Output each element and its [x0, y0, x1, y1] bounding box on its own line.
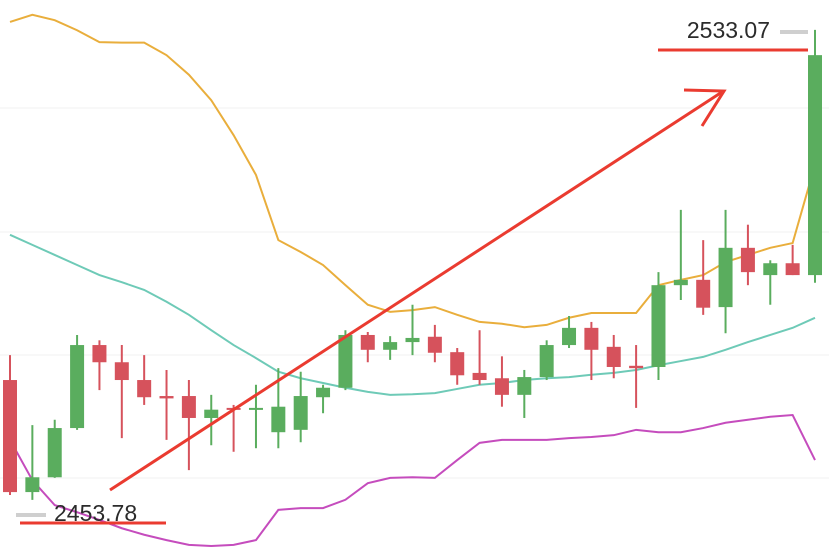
candle-body — [114, 362, 129, 381]
candle-body — [740, 247, 755, 273]
candle-body — [92, 345, 107, 363]
trend-arrow — [109, 88, 727, 492]
candle-body — [673, 279, 688, 286]
candle-body — [159, 396, 174, 399]
candle-body — [763, 263, 778, 276]
candle-body — [293, 396, 308, 430]
max-annotation: 2533.07 — [658, 17, 808, 52]
candle-body — [204, 409, 219, 418]
candle-body — [696, 279, 711, 308]
candle-body — [383, 342, 398, 350]
candle-body — [785, 263, 800, 276]
arrow-head — [683, 88, 727, 127]
candle-body — [450, 352, 465, 376]
candle-body — [181, 396, 196, 418]
candle-body — [651, 285, 666, 367]
candles — [3, 29, 822, 500]
candle-body — [70, 345, 85, 429]
candle-body — [808, 55, 822, 276]
candle-body — [584, 327, 599, 350]
candle-body — [47, 428, 62, 478]
band-line — [9, 13, 816, 329]
bands — [9, 13, 816, 548]
candle-body — [539, 345, 554, 378]
candle-body — [248, 407, 263, 410]
candle-body — [137, 380, 152, 398]
candle-body — [472, 372, 487, 381]
candle-body — [562, 327, 577, 346]
band-line — [9, 413, 816, 548]
candle-body — [25, 477, 40, 493]
candle-body — [517, 377, 532, 395]
candle-body — [338, 334, 353, 388]
candle-body — [3, 380, 17, 493]
candle-body — [271, 406, 286, 433]
candle-body — [360, 334, 375, 350]
arrow-line — [109, 90, 723, 492]
candle-body — [606, 346, 621, 367]
min-annotation: 2453.78 — [16, 500, 166, 526]
candle-body — [316, 387, 331, 398]
candle-body — [629, 365, 644, 369]
candle-body — [718, 247, 733, 308]
candle-body — [427, 336, 442, 353]
max-label: 2533.07 — [687, 17, 770, 43]
band-line — [9, 233, 816, 396]
candle-body — [405, 337, 420, 343]
candle-body — [494, 378, 509, 395]
